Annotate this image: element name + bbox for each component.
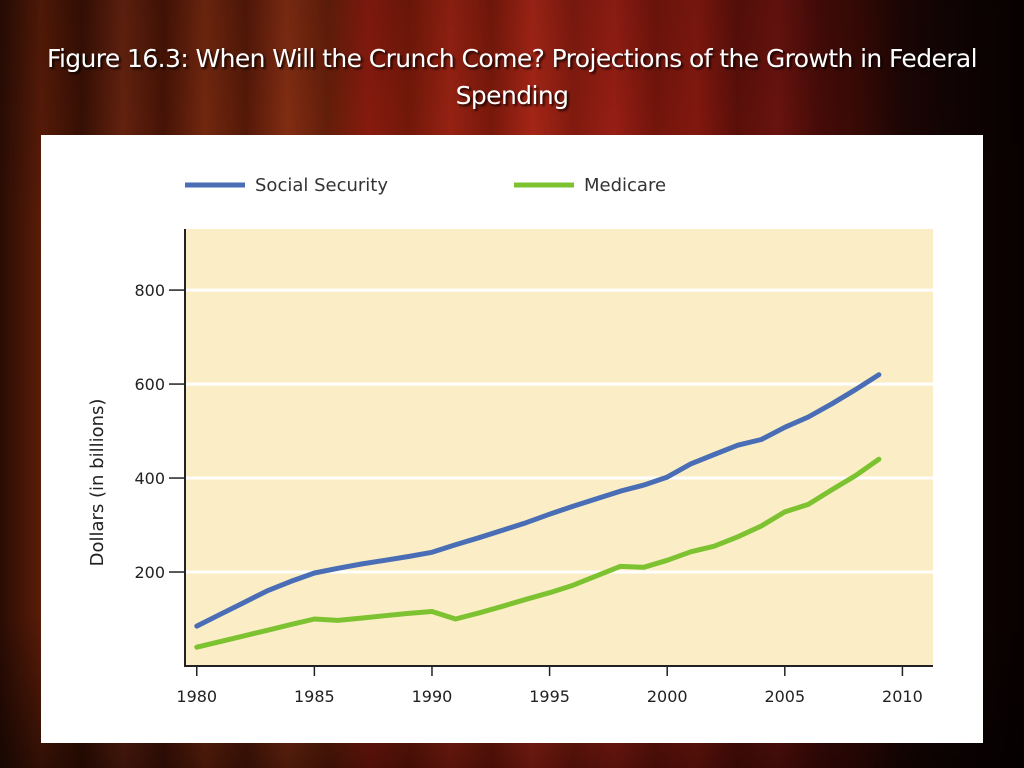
ticks: 200 400 600 800 1980 1985 1990 1995 2000 2005 2010 bbox=[134, 281, 922, 706]
x-tick-label-1980: 1980 bbox=[176, 687, 217, 706]
x-tick-label-2000: 2000 bbox=[647, 687, 688, 706]
y-tick-label-800: 800 bbox=[134, 281, 165, 300]
figure-panel: 200 400 600 800 1980 1985 1990 1995 2000 2005 2010… bbox=[41, 135, 983, 743]
x-tick-label-1995: 1995 bbox=[529, 687, 570, 706]
x-tick-label-2005: 2005 bbox=[764, 687, 805, 706]
x-tick-label-1985: 1985 bbox=[294, 687, 335, 706]
plot-area bbox=[185, 229, 933, 666]
line-chart: 200 400 600 800 1980 1985 1990 1995 2000 2005 2010… bbox=[87, 175, 933, 706]
y-tick-label-200: 200 bbox=[134, 563, 165, 582]
series-lines bbox=[194, 372, 882, 650]
axes bbox=[184, 229, 933, 667]
legend-label-social-security: Social Security bbox=[255, 175, 388, 196]
y-axis-title: Dollars (in billions) bbox=[87, 399, 108, 567]
series-line-medicare bbox=[194, 456, 882, 650]
slide-title: Figure 16.3: When Will the Crunch Come? … bbox=[46, 44, 978, 110]
series-line-social-security bbox=[194, 372, 882, 629]
gridlines bbox=[185, 288, 933, 574]
y-tick-label-400: 400 bbox=[134, 469, 165, 488]
y-tick-label-600: 600 bbox=[134, 375, 165, 394]
legend: Social Security Medicare bbox=[185, 175, 666, 196]
x-tick-label-2010: 2010 bbox=[882, 687, 923, 706]
x-tick-label-1990: 1990 bbox=[412, 687, 453, 706]
legend-label-medicare: Medicare bbox=[584, 175, 666, 196]
